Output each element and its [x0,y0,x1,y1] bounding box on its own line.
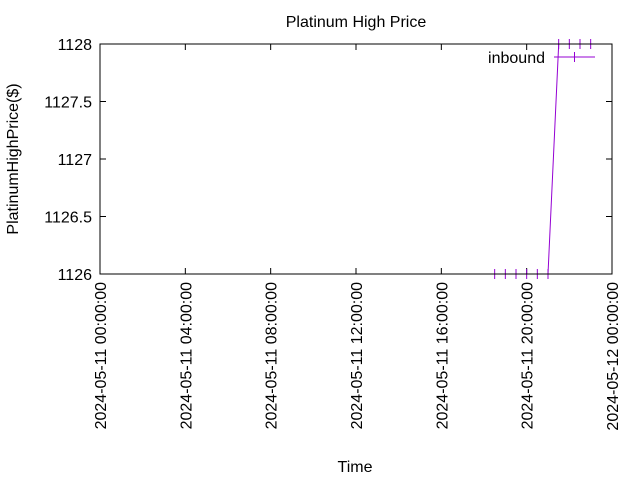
x-tick-label: 2024-05-12 00:00:00 [605,282,622,431]
series-line-inbound [494,43,591,275]
x-tick-label: 2024-05-11 00:00:00 [93,282,110,429]
y-tick-label: 1126 [58,267,93,284]
y-axis-label: PlatinumHighPrice($) [5,83,22,234]
x-tick-label: 2024-05-11 08:00:00 [264,282,281,429]
y-tick-label: 1127.5 [44,95,92,112]
x-axis-label: Time [338,459,373,476]
y-tick-label: 1127 [58,152,93,169]
legend: inbound [488,50,595,67]
x-tick-label: 2024-05-11 20:00:00 [520,282,537,429]
x-tick-label: 2024-05-11 12:00:00 [349,282,366,429]
axis-ticks: 1126 1126.5 1127 1127.5 1128 2024-05-11 00:00… [44,37,622,431]
plot-frame [99,43,613,275]
x-tick-label: 2024-05-11 16:00:00 [434,282,451,429]
y-tick-label: 1126.5 [44,210,92,227]
plot-area [494,39,592,279]
chart-title: Platinum High Price [286,14,427,31]
y-tick-label: 1128 [58,37,93,54]
legend-label: inbound [488,50,545,67]
x-tick-label: 2024-05-11 04:00:00 [178,282,195,429]
